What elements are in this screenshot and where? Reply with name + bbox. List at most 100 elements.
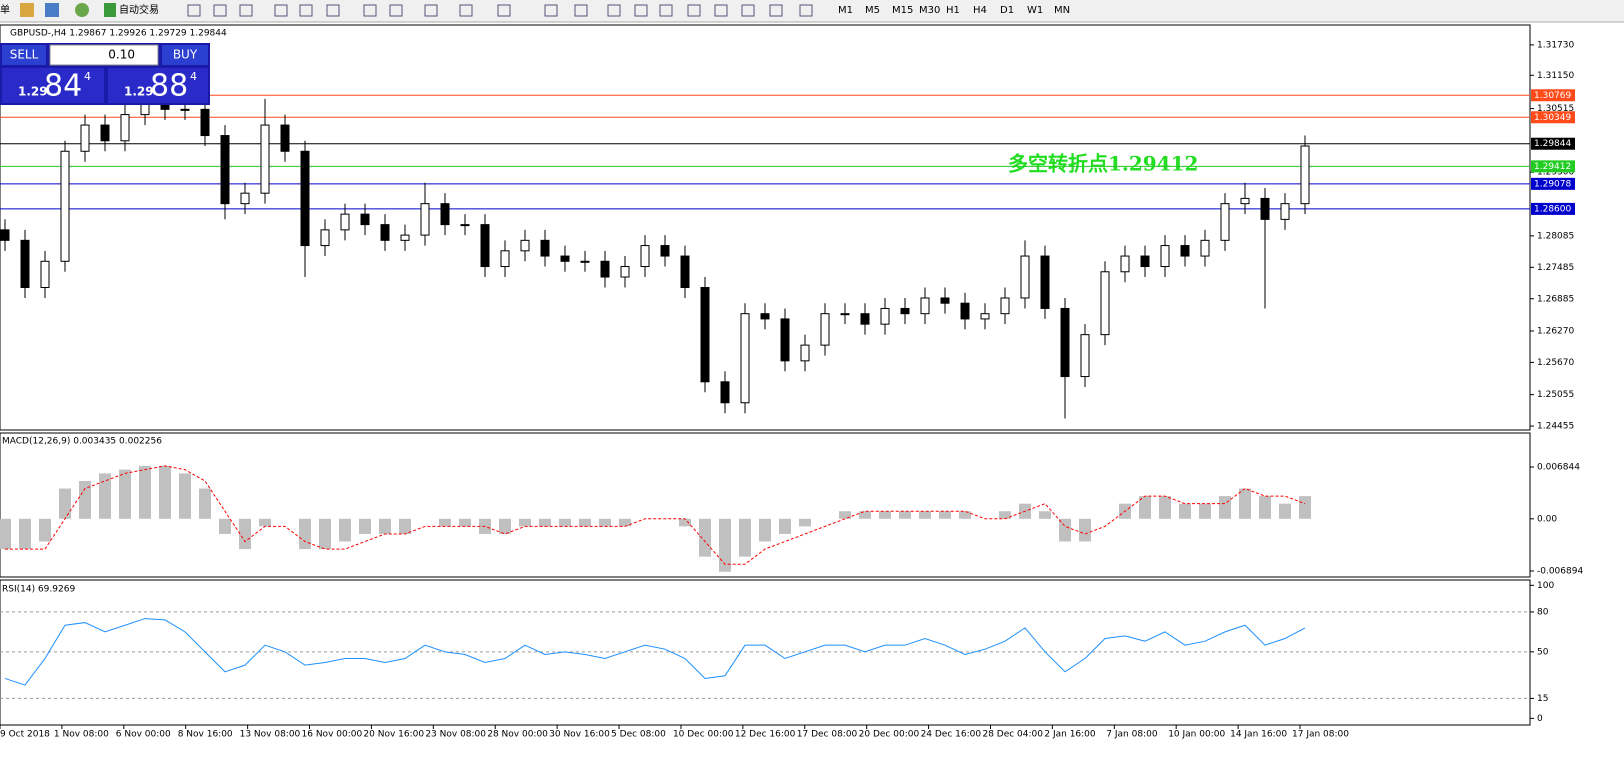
macd-bar	[999, 511, 1011, 519]
timeframe-button[interactable]: H4	[973, 5, 987, 16]
y-tick-label: 15	[1537, 694, 1548, 704]
candle-body	[80, 124, 90, 152]
candle-body	[1100, 271, 1110, 336]
menu-text[interactable]: 单	[0, 4, 10, 16]
candle-body	[1120, 255, 1130, 273]
buy-price-box[interactable]	[108, 68, 208, 103]
timeframe-button[interactable]: M5	[865, 5, 880, 16]
candle-body	[340, 213, 350, 231]
candle-body	[520, 239, 530, 252]
sell-button[interactable]	[2, 45, 46, 65]
macd-bar	[779, 518, 791, 534]
candle-body	[720, 381, 730, 404]
macd-bar	[79, 480, 91, 519]
toolbar-icon[interactable]	[799, 4, 813, 17]
sell-price-box[interactable]	[2, 68, 104, 103]
candle-body	[740, 313, 750, 404]
toolbar-icon[interactable]	[574, 4, 588, 17]
icon[interactable]	[104, 3, 116, 17]
toolbar-icon[interactable]	[424, 4, 438, 17]
toolbar-icon[interactable]	[363, 4, 377, 17]
price-level-label: 1.30349	[1534, 113, 1571, 123]
macd-bar	[499, 518, 511, 534]
toolbar-icon[interactable]	[544, 4, 558, 17]
macd-bar	[179, 473, 191, 519]
toolbar-icon[interactable]	[607, 4, 621, 17]
candle-body	[180, 108, 190, 111]
timeframe-button[interactable]: M1	[838, 5, 853, 16]
timeframe-button[interactable]: M15	[892, 5, 913, 16]
candle-body	[1160, 245, 1170, 268]
timeframe-button[interactable]: W1	[1027, 5, 1043, 16]
macd-bar	[899, 511, 911, 519]
macd-bar	[1239, 488, 1251, 519]
macd-panel	[0, 432, 1531, 578]
macd-bar	[139, 465, 151, 519]
buy-label[interactable]: BUY	[173, 48, 198, 62]
lots-value[interactable]: 0.10	[108, 48, 135, 62]
toolbar-icon[interactable]	[239, 4, 253, 17]
toolbar-icon[interactable]	[389, 4, 403, 17]
toolbar-icon[interactable]	[274, 4, 288, 17]
candle-body	[580, 260, 590, 263]
toolbar-icon[interactable]	[326, 4, 340, 17]
macd-bar	[719, 518, 731, 572]
y-tick-label: 1.25670	[1537, 358, 1574, 368]
macd-bar	[379, 518, 391, 534]
macd-title: MACD(12,26,9) 0.003435 0.002256	[2, 437, 162, 447]
icon[interactable]	[75, 3, 89, 17]
candle-body	[820, 313, 830, 346]
sell-label[interactable]: SELL	[10, 48, 39, 62]
x-tick-label: 6 Nov 00:00	[116, 730, 171, 740]
timeframe-button[interactable]: H1	[946, 5, 960, 16]
toolbar-icon[interactable]	[213, 4, 227, 17]
buy-pips: 88	[150, 69, 188, 104]
lots-input[interactable]	[49, 44, 159, 66]
candle-body	[140, 103, 150, 116]
toolbar-icon[interactable]	[714, 4, 728, 17]
toolbar-icon[interactable]	[687, 4, 701, 17]
icon[interactable]	[20, 3, 34, 17]
candle-body	[40, 260, 50, 288]
timeframe-button[interactable]: M30	[919, 5, 940, 16]
macd-bar	[1259, 496, 1271, 519]
macd-bar	[739, 518, 751, 557]
candle-body	[100, 124, 110, 142]
toolbar-icon[interactable]	[659, 4, 673, 17]
toolbar-icon[interactable]	[187, 4, 201, 17]
auto-trading[interactable]: 自动交易	[119, 3, 159, 16]
candle-body	[240, 192, 250, 205]
macd-bar	[919, 511, 931, 519]
macd-bar	[119, 469, 131, 519]
toolbar-icon[interactable]	[634, 4, 648, 17]
price-level-label: 1.29078	[1534, 179, 1571, 189]
x-tick-label: 14 Jan 16:00	[1230, 730, 1287, 740]
candle-body	[380, 224, 390, 241]
icon[interactable]	[45, 3, 59, 17]
timeframe-button[interactable]: MN	[1054, 5, 1070, 16]
macd-bar	[599, 518, 611, 527]
macd-bar	[219, 518, 231, 534]
x-tick-label: 17 Dec 08:00	[797, 730, 858, 740]
toolbar-icon[interactable]	[459, 4, 473, 17]
x-tick-label: 2 Jan 16:00	[1044, 730, 1096, 740]
sell-pips: 84	[44, 69, 82, 104]
toolbar-icon[interactable]	[769, 4, 783, 17]
candle-body	[920, 297, 930, 315]
toolbar-icon[interactable]	[497, 4, 511, 17]
timeframe-button[interactable]: D1	[1000, 5, 1014, 16]
macd-bar	[1059, 518, 1071, 542]
toolbar-icon[interactable]	[741, 4, 755, 17]
candle-body	[680, 255, 690, 288]
candle-body	[1140, 255, 1150, 268]
candle-body	[540, 239, 550, 257]
toolbar-icon[interactable]	[299, 4, 313, 17]
x-tick-label: 24 Dec 16:00	[921, 730, 982, 740]
candle-body	[620, 266, 630, 278]
macd-bar	[519, 518, 531, 527]
buy-button[interactable]	[162, 45, 208, 65]
macd-bar	[1039, 511, 1051, 519]
candle-body	[660, 245, 670, 257]
candle-body	[800, 344, 810, 362]
x-tick-label: 23 Nov 08:00	[425, 730, 486, 740]
